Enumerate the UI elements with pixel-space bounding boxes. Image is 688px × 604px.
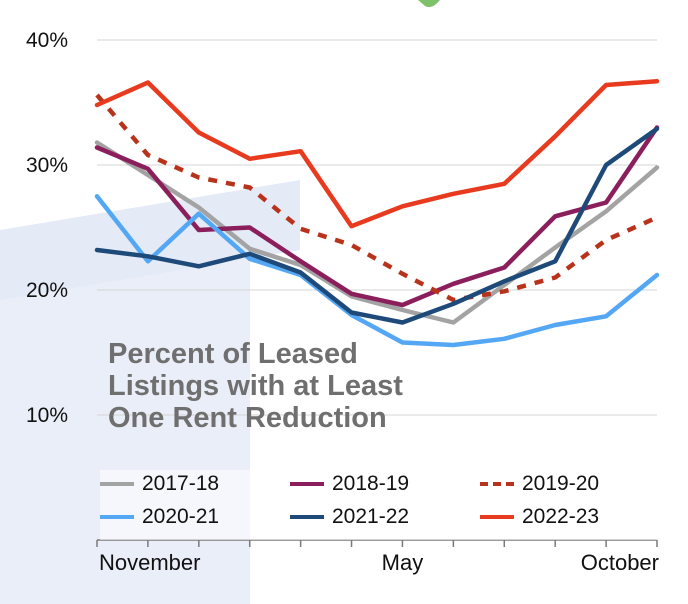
legend-item-2019-20: 2019-20 bbox=[480, 470, 599, 498]
chart-title-line-3: One Rent Reduction bbox=[108, 402, 387, 434]
legend-swatch bbox=[480, 515, 514, 519]
series-lines bbox=[94, 78, 660, 348]
legend-label: 2021-22 bbox=[332, 505, 410, 528]
legend-label: 2017-18 bbox=[142, 472, 220, 495]
legend-label: 2018-19 bbox=[332, 472, 410, 495]
legend-swatch bbox=[290, 515, 324, 519]
legend-item-2021-22: 2021-22 bbox=[290, 503, 409, 531]
legend-item-2018-19: 2018-19 bbox=[290, 470, 409, 498]
legend-label: 2020-21 bbox=[142, 505, 220, 528]
x-axis: November May October bbox=[96, 539, 659, 575]
legend: 2017-18 2018-19 2019-20 2020-21 2021-22 2022-… bbox=[100, 470, 660, 540]
series-line-2022-23 bbox=[94, 78, 660, 229]
y-tick-label: 30% bbox=[26, 154, 68, 177]
x-tick-label: May bbox=[382, 550, 424, 575]
legend-item-2022-23: 2022-23 bbox=[480, 503, 599, 531]
y-axis-ticks: 10% 20% 30% 40% bbox=[26, 29, 68, 427]
legend-item-2020-21: 2020-21 bbox=[100, 503, 219, 531]
legend-swatch bbox=[290, 482, 324, 486]
legend-label: 2022-23 bbox=[522, 505, 600, 528]
legend-label: 2019-20 bbox=[522, 472, 600, 495]
gridlines bbox=[97, 39, 657, 416]
legend-swatch bbox=[100, 482, 134, 486]
legend-swatch bbox=[100, 515, 134, 519]
x-tick-label: October bbox=[581, 550, 659, 575]
legend-swatch bbox=[480, 482, 514, 486]
legend-item-2017-18: 2017-18 bbox=[100, 470, 219, 498]
series-line-2020-21 bbox=[94, 194, 660, 348]
chart-title: Percent of Leased Listings with at Least… bbox=[108, 338, 528, 434]
y-tick-label: 40% bbox=[26, 29, 68, 52]
x-tick-label: November bbox=[99, 550, 200, 575]
y-tick-label: 10% bbox=[26, 404, 68, 427]
y-tick-label: 20% bbox=[26, 279, 68, 302]
series-line-2021-22 bbox=[94, 126, 660, 325]
chart-title-line-2: Listings with at Least bbox=[108, 370, 403, 402]
chart-title-line-1: Percent of Leased bbox=[108, 338, 358, 370]
